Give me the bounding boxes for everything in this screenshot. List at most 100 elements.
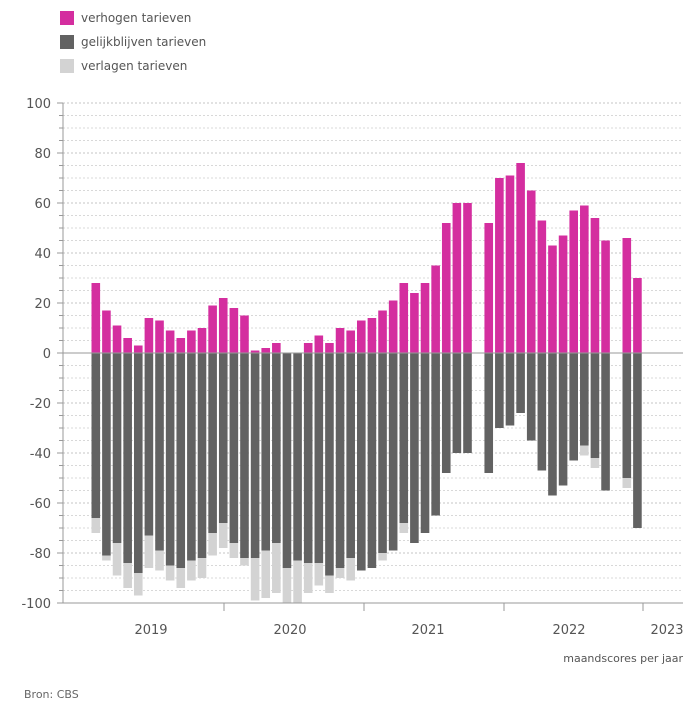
bar-gelijkblijven-2023-3 bbox=[633, 353, 642, 528]
bar-gelijkblijven-2022-13 bbox=[601, 353, 610, 491]
legend-item-verlagen: verlagen tarieven bbox=[60, 54, 206, 78]
bar-gelijkblijven-2019-11 bbox=[197, 353, 207, 558]
bar-verhogen-2019-9 bbox=[176, 338, 186, 353]
bar-gelijkblijven-2020-1 bbox=[218, 353, 228, 523]
bar-gelijkblijven-2022-2 bbox=[484, 353, 494, 473]
bar-verlagen-2019-6 bbox=[144, 535, 154, 568]
y-tick-label: -20 bbox=[30, 397, 51, 412]
bar-verhogen-2020-9 bbox=[303, 343, 313, 353]
y-tick-label: -40 bbox=[30, 447, 51, 462]
bar-verhogen-2019-2 bbox=[102, 310, 111, 353]
bar-gelijkblijven-2021-10 bbox=[441, 353, 451, 473]
bar-gelijkblijven-2019-5 bbox=[133, 353, 143, 573]
legend-label-verlagen: verlagen tarieven bbox=[81, 59, 188, 73]
bar-gelijkblijven-2020-12 bbox=[335, 353, 345, 568]
bar-verhogen-2020-4 bbox=[250, 350, 260, 353]
bar-verlagen-2022-12 bbox=[590, 458, 600, 468]
legend-item-verhogen: verhogen tarieven bbox=[60, 6, 206, 30]
bar-verlagen-2019-5 bbox=[133, 573, 143, 596]
bar-gelijkblijven-2019-1 bbox=[91, 353, 101, 518]
bar-gelijkblijven-2022-12 bbox=[590, 353, 600, 458]
bar-gelijkblijven-2022-5 bbox=[516, 353, 525, 413]
bar-verlagen-2020-11 bbox=[325, 575, 334, 593]
bar-gelijkblijven-2021-5 bbox=[388, 353, 398, 551]
bar-verhogen-2019-3 bbox=[112, 325, 122, 353]
bar-verhogen-2023-3 bbox=[633, 278, 642, 353]
bar-gelijkblijven-2020-4 bbox=[250, 353, 260, 558]
bar-verhogen-2021-4 bbox=[378, 310, 387, 353]
bar-verlagen-2020-5 bbox=[261, 550, 271, 598]
bar-verhogen-2022-12 bbox=[590, 218, 600, 353]
bar-gelijkblijven-2021-3 bbox=[367, 353, 377, 568]
y-tick-label: 0 bbox=[43, 347, 51, 362]
bar-verhogen-2021-10 bbox=[441, 223, 451, 353]
bar-gelijkblijven-2021-8 bbox=[420, 353, 430, 533]
bar-gelijkblijven-2020-10 bbox=[314, 353, 324, 563]
bar-verlagen-2019-10 bbox=[187, 560, 196, 581]
bar-gelijkblijven-2019-7 bbox=[155, 353, 164, 551]
x-year-label: 2019 bbox=[134, 623, 167, 638]
bar-verhogen-2019-5 bbox=[133, 345, 143, 353]
bar-verhogen-2021-8 bbox=[420, 283, 430, 353]
bar-verhogen-2021-5 bbox=[388, 300, 398, 353]
bar-verhogen-2020-5 bbox=[261, 348, 271, 353]
bar-verhogen-2021-9 bbox=[431, 265, 440, 353]
bar-verlagen-2020-3 bbox=[240, 558, 249, 566]
bar-verlagen-2020-4 bbox=[250, 558, 260, 601]
x-year-label: 2020 bbox=[273, 623, 306, 638]
y-tick-label: 100 bbox=[26, 97, 51, 112]
bar-gelijkblijven-2019-3 bbox=[112, 353, 122, 543]
bar-gelijkblijven-2022-11 bbox=[580, 353, 589, 446]
bar-verhogen-2021-12 bbox=[463, 203, 472, 353]
legend-swatch-gelijkblijven bbox=[60, 35, 74, 49]
x-year-label: 2022 bbox=[552, 623, 585, 638]
bar-verhogen-2019-4 bbox=[123, 338, 132, 353]
bar-gelijkblijven-2022-10 bbox=[569, 353, 578, 461]
bar-gelijkblijven-2021-6 bbox=[399, 353, 409, 523]
x-year-label: 2021 bbox=[411, 623, 444, 638]
bar-verhogen-2020-2 bbox=[229, 308, 239, 353]
bar-verhogen-2019-12 bbox=[208, 305, 217, 353]
bar-gelijkblijven-2021-11 bbox=[452, 353, 462, 453]
bar-verlagen-2019-2 bbox=[102, 555, 111, 561]
bar-verhogen-2019-7 bbox=[155, 320, 164, 353]
bar-verlagen-2022-11 bbox=[580, 445, 589, 456]
bar-verlagen-2019-7 bbox=[155, 550, 164, 571]
bar-verhogen-2022-4 bbox=[505, 175, 515, 353]
bar-verhogen-2019-11 bbox=[197, 328, 207, 353]
bar-verhogen-2022-10 bbox=[569, 210, 578, 353]
y-tick-label: -100 bbox=[21, 597, 51, 612]
bar-verlagen-2023-2 bbox=[622, 478, 632, 488]
legend-swatch-verlagen bbox=[60, 59, 74, 73]
bar-gelijkblijven-2019-12 bbox=[208, 353, 217, 533]
bar-gelijkblijven-2019-2 bbox=[102, 353, 111, 556]
bar-gelijkblijven-2019-10 bbox=[187, 353, 196, 561]
bar-gelijkblijven-2020-6 bbox=[272, 353, 281, 543]
bar-verlagen-2019-8 bbox=[165, 565, 175, 581]
bar-verhogen-2019-8 bbox=[165, 330, 175, 353]
bar-verlagen-2019-9 bbox=[176, 568, 186, 588]
legend-item-gelijkblijven: gelijkblijven tarieven bbox=[60, 30, 206, 54]
chart-legend: verhogen tarieven gelijkblijven tarieven… bbox=[60, 6, 206, 78]
y-tick-label: 60 bbox=[34, 197, 51, 212]
y-tick-label: 40 bbox=[34, 247, 51, 262]
bar-gelijkblijven-2022-7 bbox=[537, 353, 547, 471]
bar-verhogen-2020-6 bbox=[272, 343, 281, 353]
bar-verlagen-2020-1 bbox=[218, 523, 228, 548]
bar-verlagen-2019-4 bbox=[123, 563, 132, 588]
bar-verlagen-2020-8 bbox=[293, 560, 302, 603]
bar-verlagen-2019-1 bbox=[91, 518, 101, 533]
bar-verhogen-2023-2 bbox=[622, 238, 632, 353]
bar-verlagen-2021-4 bbox=[378, 553, 387, 561]
bar-verlagen-2020-7 bbox=[282, 568, 292, 603]
bar-gelijkblijven-2021-2 bbox=[357, 353, 366, 571]
bar-verhogen-2022-2 bbox=[484, 223, 494, 353]
bar-verlagen-2021-6 bbox=[399, 523, 409, 533]
bar-gelijkblijven-2021-7 bbox=[410, 353, 419, 543]
legend-label-verhogen: verhogen tarieven bbox=[81, 11, 192, 25]
bar-gelijkblijven-2022-8 bbox=[548, 353, 557, 496]
bar-verhogen-2022-11 bbox=[580, 205, 589, 353]
bar-gelijkblijven-2019-8 bbox=[165, 353, 175, 566]
bar-verhogen-2020-11 bbox=[325, 343, 334, 353]
